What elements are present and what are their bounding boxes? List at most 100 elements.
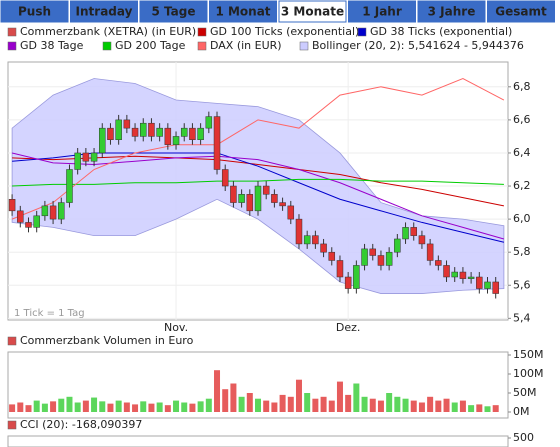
volume-bar <box>255 398 261 412</box>
legend-label: GD 38 Ticks (exponential) <box>370 25 512 38</box>
volume-bar <box>230 383 237 412</box>
legend-swatch <box>7 27 17 37</box>
y-tick-label: 5,8 <box>513 245 531 258</box>
tab[interactable] <box>70 0 138 23</box>
y-tick-label: 5,6 <box>513 278 531 291</box>
candle-body <box>148 122 155 137</box>
x-tick-label: Nov. <box>164 321 188 334</box>
volume-bar <box>164 405 171 412</box>
tab[interactable] <box>278 0 347 23</box>
candle-body <box>320 243 327 253</box>
volume-bar <box>271 402 278 412</box>
volume-bar <box>238 396 245 412</box>
legend-label: GD 200 Tage <box>115 39 186 52</box>
volume-bar <box>369 398 376 412</box>
candle-body <box>344 276 352 289</box>
annotation: 1 Tick = 1 Tag <box>14 308 85 319</box>
volume-bar <box>459 400 466 412</box>
candle-body <box>123 119 131 129</box>
tab-label[interactable]: Push <box>18 5 51 19</box>
y-tick-label: 0M <box>513 405 530 418</box>
volume-bar <box>17 402 24 412</box>
volume-bar <box>66 396 73 412</box>
candle-body <box>303 235 311 245</box>
candle-body <box>394 238 401 253</box>
tab[interactable] <box>417 0 486 23</box>
tab-label[interactable]: Intraday <box>76 5 133 19</box>
candle-body <box>467 276 475 279</box>
volume-bar <box>402 398 409 412</box>
y-tick-label: 150M <box>513 348 544 361</box>
volume-bar <box>353 383 360 412</box>
candle-body <box>139 122 147 137</box>
volume-bar <box>197 401 204 412</box>
y-tick-label: 100M <box>513 367 544 380</box>
candle-body <box>49 205 57 220</box>
tab-label[interactable]: 1 Jahr <box>362 5 402 19</box>
candle-body <box>287 205 295 220</box>
volume-bar <box>140 401 147 412</box>
candle-body <box>451 271 458 278</box>
candle-body <box>418 235 426 245</box>
volume-bar <box>377 400 384 412</box>
candle-body <box>385 251 393 266</box>
y-tick-label: 6,6 <box>513 113 531 126</box>
candle-body <box>99 127 106 154</box>
volume-bar <box>386 393 393 412</box>
volume-bar <box>263 400 270 412</box>
volume-bar <box>25 405 32 412</box>
candle-body <box>369 248 377 256</box>
legend-swatch <box>197 27 207 37</box>
tab[interactable] <box>209 0 277 23</box>
candle-body <box>254 185 262 212</box>
candle-body <box>262 185 270 195</box>
legend-label: DAX (in EUR) <box>210 39 282 52</box>
tab-label[interactable]: 3 Monate <box>281 5 344 19</box>
panel-frame <box>7 435 509 447</box>
volume-bar <box>132 404 139 412</box>
volume-bar <box>484 406 491 412</box>
volume-bar <box>279 394 286 412</box>
candle-body <box>443 265 450 278</box>
volume-bar <box>418 402 425 412</box>
candle-body <box>58 202 65 220</box>
volume-bar <box>435 400 442 412</box>
volume-bar <box>336 381 343 412</box>
tab[interactable] <box>487 0 555 23</box>
candle-body <box>82 152 90 162</box>
candle-body <box>435 260 442 266</box>
candle-body <box>221 169 229 187</box>
tab-label[interactable]: 3 Jahre <box>428 5 476 19</box>
candle-body <box>361 248 368 266</box>
candle-body <box>66 169 73 203</box>
candle-body <box>172 136 180 145</box>
volume-bar <box>115 400 122 412</box>
volume-bar <box>345 394 352 412</box>
candle-body <box>238 194 245 203</box>
legend-swatch <box>102 41 112 51</box>
tab-label[interactable]: 1 Monat <box>215 5 270 19</box>
panel-title: Commerzbank Volumen in Euro <box>20 334 194 347</box>
tab-label[interactable]: 5 Tage <box>152 5 196 19</box>
candle-body <box>131 127 139 137</box>
volume-bar <box>181 402 188 412</box>
volume-bar <box>107 403 114 412</box>
candle-body <box>377 255 385 266</box>
volume-bar <box>328 400 335 412</box>
volume-bar <box>173 400 180 412</box>
volume-bar <box>91 397 98 412</box>
volume-bar <box>443 398 450 412</box>
legend-swatch <box>197 41 207 51</box>
legend-label: Bollinger (20, 2): 5,541624 - 5,944376 <box>312 39 524 52</box>
candle-body <box>41 205 49 217</box>
indicator-line <box>11 77 505 220</box>
candle-body <box>279 202 286 207</box>
tab-label[interactable]: Gesamt <box>495 5 547 19</box>
tab[interactable] <box>0 0 69 23</box>
candle-body <box>213 116 221 170</box>
volume-bar <box>312 398 319 412</box>
tab[interactable] <box>348 0 416 23</box>
tab[interactable] <box>139 0 208 23</box>
y-tick-label: 500 <box>513 431 534 444</box>
panel-title: CCI (20): -168,090397 <box>20 418 142 431</box>
